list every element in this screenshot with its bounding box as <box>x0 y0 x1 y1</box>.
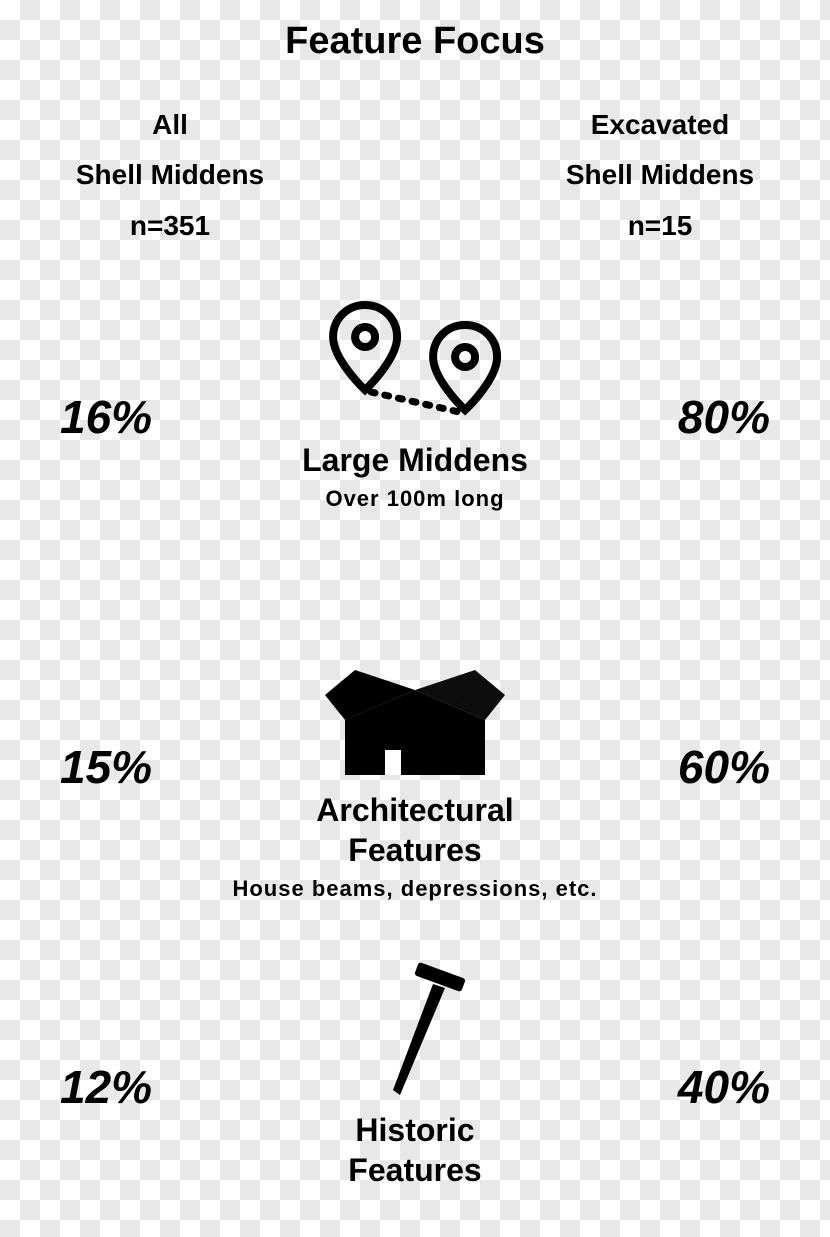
row-hist-title: Historic Features <box>345 1110 485 1190</box>
house-icon <box>315 640 515 790</box>
col-right-line3: n=15 <box>520 201 800 251</box>
row-hist-title-l2: Features <box>348 1152 481 1188</box>
pct-hist-left: 12% <box>60 1060 152 1114</box>
column-header-all: All Shell Middens n=351 <box>30 100 310 251</box>
row-arch-title-l2: Features <box>348 832 481 868</box>
row-arch-title: Architectural Features <box>135 790 695 870</box>
col-right-line1: Excavated <box>520 100 800 150</box>
row-arch-sub: House beams, depressions, etc. <box>135 876 695 902</box>
row-large-middens: Large Middens Over 100m long <box>302 290 528 512</box>
row-architectural: Architectural Features House beams, depr… <box>135 640 695 902</box>
row-arch-title-l1: Architectural <box>316 792 513 828</box>
col-left-line2: Shell Middens <box>30 150 310 200</box>
nail-icon <box>345 960 485 1110</box>
col-left-line3: n=351 <box>30 201 310 251</box>
row-historic: Historic Features <box>345 960 485 1190</box>
row-hist-title-l1: Historic <box>355 1112 474 1148</box>
col-right-line2: Shell Middens <box>520 150 800 200</box>
row-large-sub: Over 100m long <box>302 486 528 512</box>
pct-large-left: 16% <box>60 390 152 444</box>
page-title: Feature Focus <box>0 20 830 63</box>
pct-hist-right: 40% <box>678 1060 770 1114</box>
row-large-title: Large Middens <box>302 440 528 480</box>
col-left-line1: All <box>30 100 310 150</box>
map-pins-icon <box>305 290 525 440</box>
column-header-excavated: Excavated Shell Middens n=15 <box>520 100 800 251</box>
pct-large-right: 80% <box>678 390 770 444</box>
